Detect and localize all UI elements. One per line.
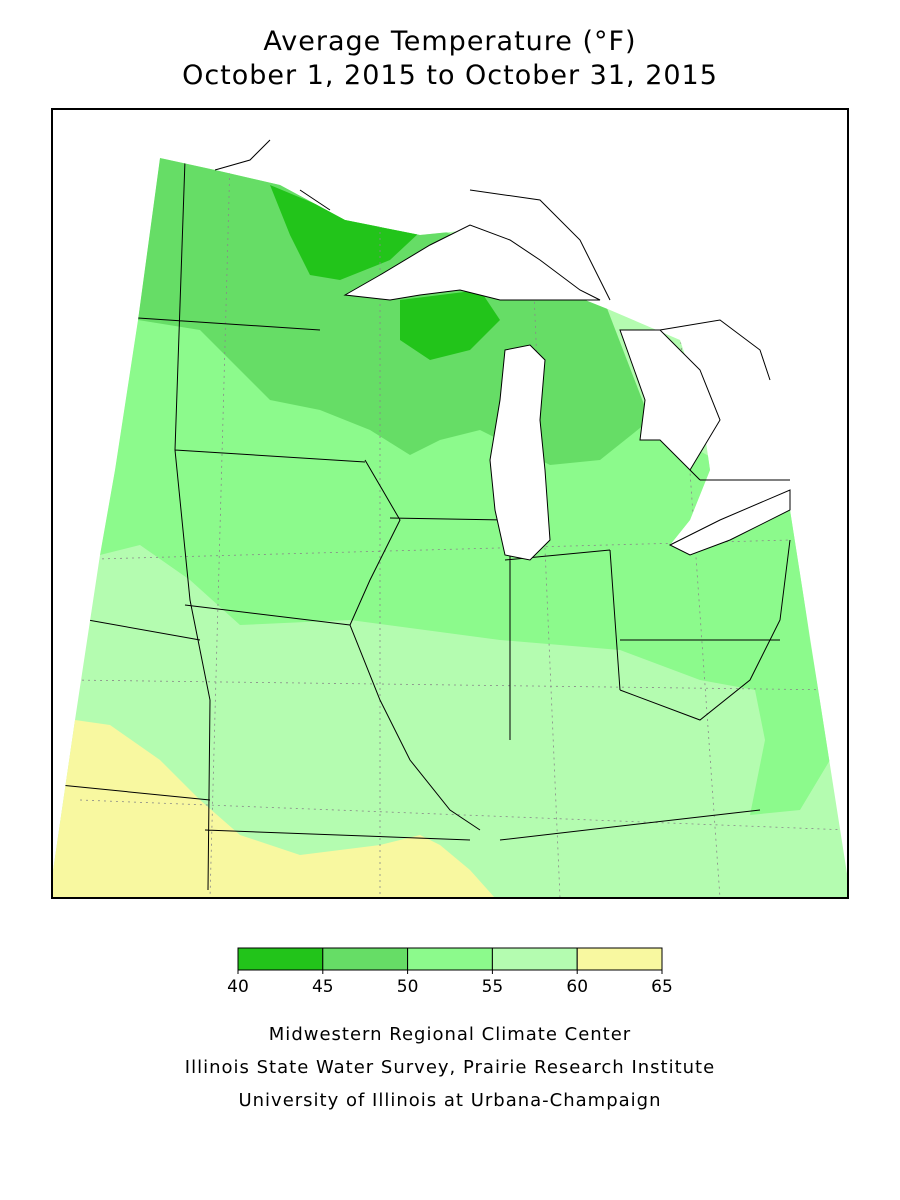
legend-tick-label: 65	[651, 977, 673, 997]
title-line-1: Average Temperature (°F)	[263, 26, 636, 57]
map-frame	[51, 108, 849, 899]
color-legend: 40 45 50 55 60 65	[227, 947, 673, 997]
legend-tick-label: 45	[312, 977, 334, 997]
credit: Illinois State Water Survey, Prairie Res…	[185, 1057, 715, 1078]
zone-60-65	[52, 720, 495, 898]
title-line-2: October 1, 2015 to October 31, 2015	[182, 60, 718, 91]
legend-tick-label: 50	[397, 977, 419, 997]
legend-swatch	[237, 947, 324, 971]
legend-swatch	[322, 947, 409, 971]
legend-swatch	[576, 947, 663, 971]
legend-tick-label: 60	[566, 977, 588, 997]
lakes	[343, 224, 791, 561]
legend-tick-label: 55	[482, 977, 504, 997]
legend-tick-label: 40	[227, 977, 249, 997]
canada-coast	[214, 139, 790, 481]
lake-erie	[668, 489, 791, 556]
temperature-field	[52, 158, 848, 898]
lake-michigan	[489, 344, 551, 561]
credit: University of Illinois at Urbana-Champai…	[238, 1090, 661, 1111]
credit: Midwestern Regional Climate Center	[269, 1024, 631, 1045]
graticule	[59, 159, 848, 898]
state-borders	[59, 159, 791, 891]
zone-40-45	[400, 290, 500, 360]
lake-superior	[343, 224, 601, 301]
zone-40-45	[270, 185, 420, 280]
lake-huron	[619, 329, 721, 481]
legend-swatch	[491, 947, 578, 971]
legend-swatch	[407, 947, 493, 971]
